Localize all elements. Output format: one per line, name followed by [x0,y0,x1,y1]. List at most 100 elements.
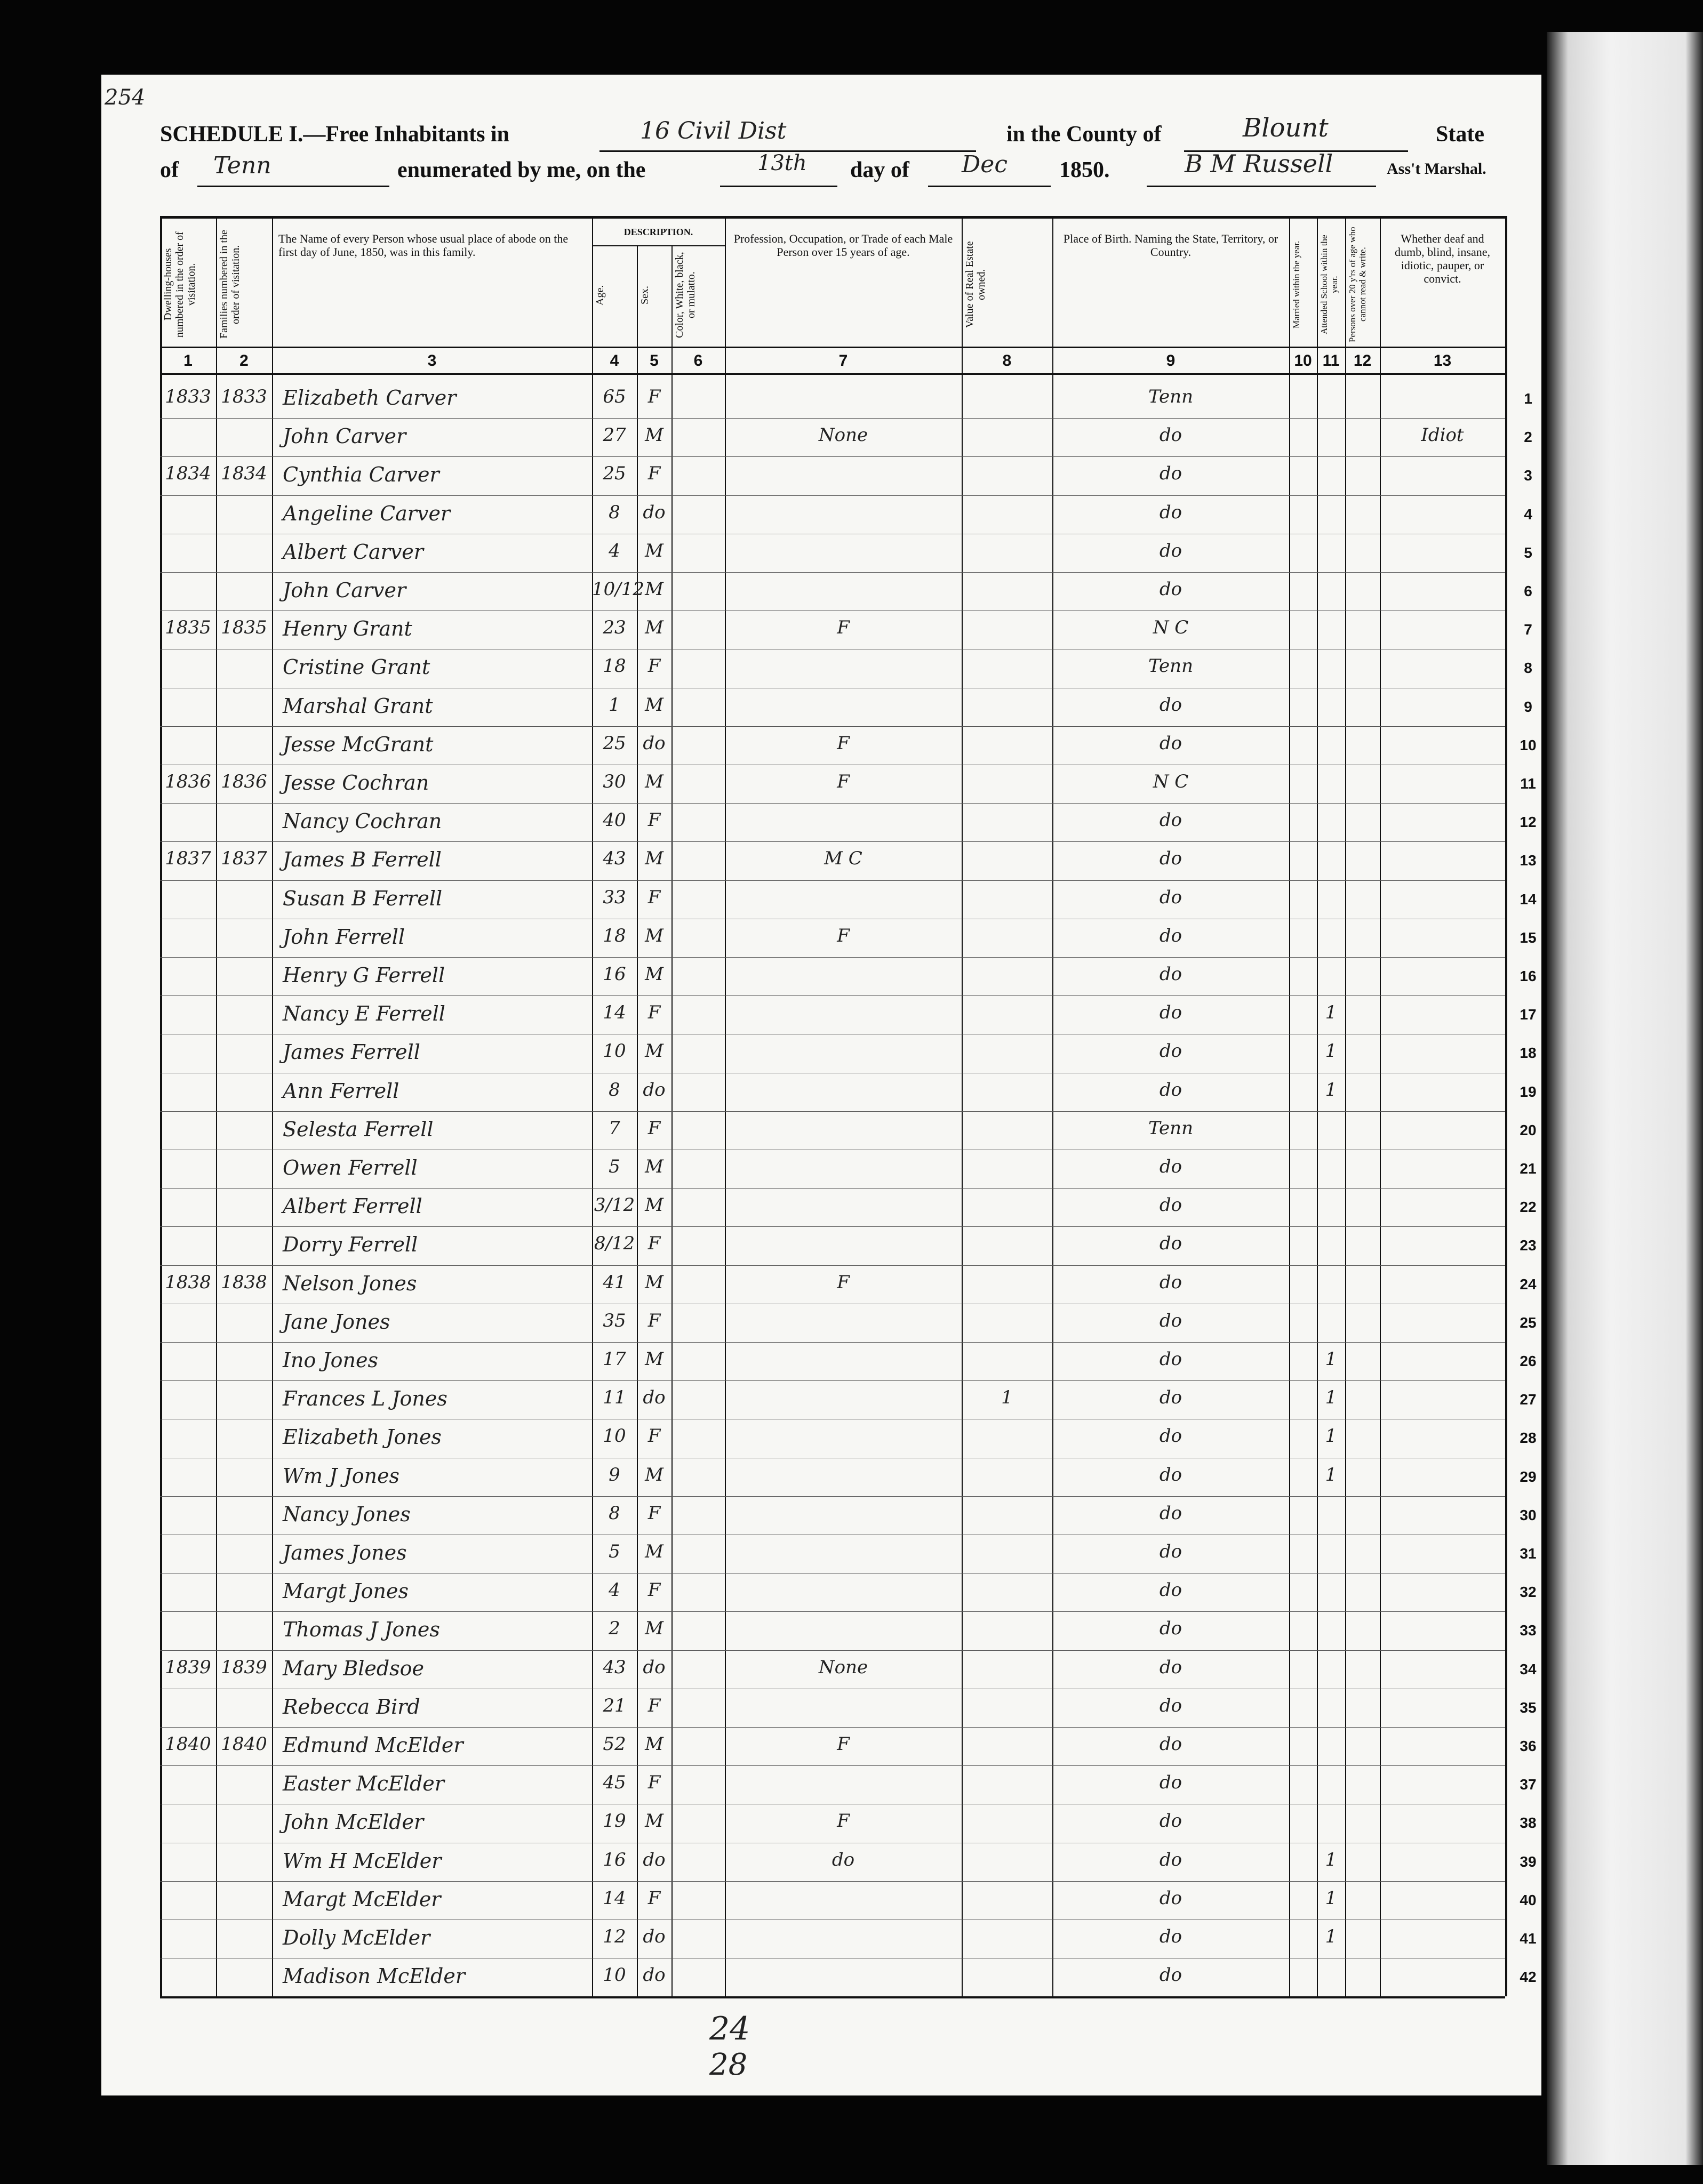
sex: F [647,1579,661,1601]
school-mark: 1 [1325,1348,1337,1370]
person-name: Marshal Grant [283,694,433,718]
birthplace: do [1159,463,1182,485]
sex: M [645,1040,663,1062]
county-label: in the County of [1006,122,1162,147]
sex: F [647,1002,661,1024]
birthplace: do [1159,1002,1182,1024]
column-rule [725,216,726,1997]
county: Blount [1243,113,1329,143]
year: 1850. [1059,158,1110,182]
line-number: 22 [1520,1199,1537,1216]
person-name: Thomas J Jones [283,1618,440,1642]
line-number: 8 [1524,660,1532,677]
row-rule [160,572,1505,573]
line-number: 2 [1524,429,1532,446]
day: 13th [757,151,807,175]
sex: M [645,925,663,946]
description-label: DESCRIPTION. [623,227,693,237]
line-number: 3 [1524,467,1532,484]
row-rule [160,1265,1505,1266]
birthplace: do [1159,1233,1182,1255]
sex: F [647,1233,661,1255]
line-number: 40 [1520,1891,1537,1908]
row-rule [160,957,1505,958]
line-number: 30 [1520,1506,1537,1523]
line-number: 9 [1524,698,1532,715]
birthplace: do [1159,809,1182,831]
line-number: 14 [1520,890,1537,908]
header-rule [592,245,725,246]
age: 4 [609,540,620,561]
row-rule [160,1611,1505,1612]
table-border [160,1996,1505,1999]
age: 16 [603,1849,626,1870]
family-number: 1833 [221,386,267,407]
birthplace: do [1159,694,1182,716]
header-rule [160,347,1505,348]
row-rule [160,1727,1505,1728]
paper [101,75,1541,2095]
line-number: 11 [1520,775,1536,792]
sex: do [643,1656,666,1678]
row-rule [160,1650,1505,1651]
column-number: 5 [650,352,659,370]
person-name: Elizabeth Carver [283,386,457,410]
sex: M [645,579,663,600]
sex: do [643,501,666,523]
sex: M [645,617,663,639]
column-heading: Age. [594,285,606,306]
occupation: F [837,732,850,754]
person-name: Margt Jones [283,1579,409,1603]
age: 10 [603,1964,626,1986]
age: 9 [609,1464,620,1486]
column-heading: Married within the year. [1291,240,1301,328]
school-mark: 1 [1325,1425,1337,1447]
birthplace: Tenn [1148,1117,1193,1139]
tally: 24 [709,2010,750,2048]
line-number: 21 [1520,1160,1537,1177]
state: Tenn [213,152,271,179]
dwelling-number: 1834 [165,463,211,485]
birthplace: do [1159,1541,1182,1562]
age: 2 [609,1618,620,1640]
birthplace: do [1159,848,1182,870]
condition: Idiot [1421,424,1464,446]
birthplace: do [1159,1695,1182,1716]
row-rule [160,418,1505,419]
line-number: 5 [1524,544,1532,561]
birthplace: do [1159,1656,1182,1678]
birthplace: do [1159,1733,1182,1755]
column-heading: Value of Real Estate owned. [964,241,987,328]
header-rule [160,373,1505,375]
sex: M [645,1618,663,1640]
person-name: Henry G Ferrell [283,963,445,987]
age: 19 [603,1810,626,1832]
age: 12 [603,1926,626,1947]
row-rule [160,726,1505,727]
person-name: Nelson Jones [283,1271,417,1295]
age: 18 [603,925,626,946]
age: 1 [609,694,620,716]
birthplace: do [1159,501,1182,523]
sex: F [647,1425,661,1447]
birthplace: do [1159,732,1182,754]
person-name: Jane Jones [283,1310,390,1334]
line-number: 16 [1520,968,1537,984]
column-number: 4 [610,352,619,370]
line-number: 26 [1520,1353,1537,1369]
person-name: Rebecca Bird [283,1695,420,1719]
family-number: 1840 [221,1733,267,1755]
row-rule [160,1765,1505,1767]
underline [197,186,389,187]
column-heading: Place of Birth. Naming the State, Territ… [1063,232,1278,259]
sex: F [647,1502,661,1524]
row-rule [160,1496,1505,1497]
person-name: Jesse McGrant [283,732,434,756]
age: 10 [603,1425,626,1447]
sex: M [645,1810,663,1832]
age: 27 [603,424,626,446]
dwelling-number: 1840 [165,1733,211,1755]
line-number: 1 [1524,390,1532,407]
column-rule [962,216,963,1997]
